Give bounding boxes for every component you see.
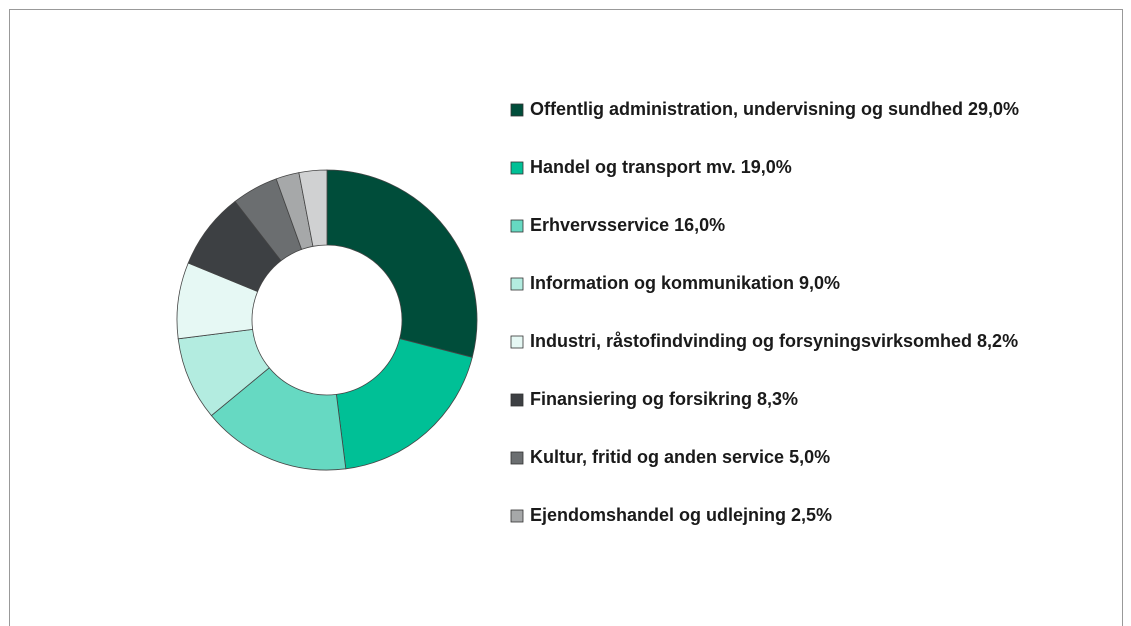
legend-name: Ejendomshandel og udlejning [530, 505, 786, 525]
legend-swatch [510, 103, 524, 117]
legend-name: Industri, råstofindvinding og forsynings… [530, 331, 972, 351]
donut-slice [335, 338, 473, 470]
legend-value: 16,0% [674, 215, 725, 235]
legend-value: 8,3% [757, 389, 798, 409]
legend-label: Handel og transport mv. 19,0% [530, 157, 792, 177]
legend-swatch [510, 393, 524, 407]
donut-slice [326, 169, 478, 358]
legend-swatch [510, 509, 524, 523]
legend-label: Offentlig administration, undervisning o… [530, 99, 1019, 119]
legend-label: Finansiering og forsikring 8,3% [530, 389, 798, 409]
legend-name: Finansiering og forsikring [530, 389, 752, 409]
legend-name: Handel og transport mv. [530, 157, 736, 177]
legend-swatch [510, 219, 524, 233]
legend-value: 19,0% [741, 157, 792, 177]
legend-value: 29,0% [968, 99, 1019, 119]
legend-swatch [510, 161, 524, 175]
legend-name: Information og kommunikation [530, 273, 794, 293]
legend-label: Erhvervsservice 16,0% [530, 215, 725, 235]
legend-name: Offentlig administration, undervisning o… [530, 99, 963, 119]
legend-label: Industri, råstofindvinding og forsynings… [530, 331, 1018, 351]
legend-value: 9,0% [799, 273, 840, 293]
legend-value: 2,5% [791, 505, 832, 525]
legend-value: 5,0% [789, 447, 830, 467]
chart-frame [9, 9, 1123, 626]
legend-swatch [510, 277, 524, 291]
legend-value: 8,2% [977, 331, 1018, 351]
legend-label: Information og kommunikation 9,0% [530, 273, 840, 293]
legend-label: Kultur, fritid og anden service 5,0% [530, 447, 830, 467]
legend-swatch [510, 451, 524, 465]
legend-swatch [510, 335, 524, 349]
legend-label: Ejendomshandel og udlejning 2,5% [530, 505, 832, 525]
legend-name: Erhvervsservice [530, 215, 669, 235]
donut-slice [298, 169, 328, 247]
legend-name: Kultur, fritid og anden service [530, 447, 784, 467]
